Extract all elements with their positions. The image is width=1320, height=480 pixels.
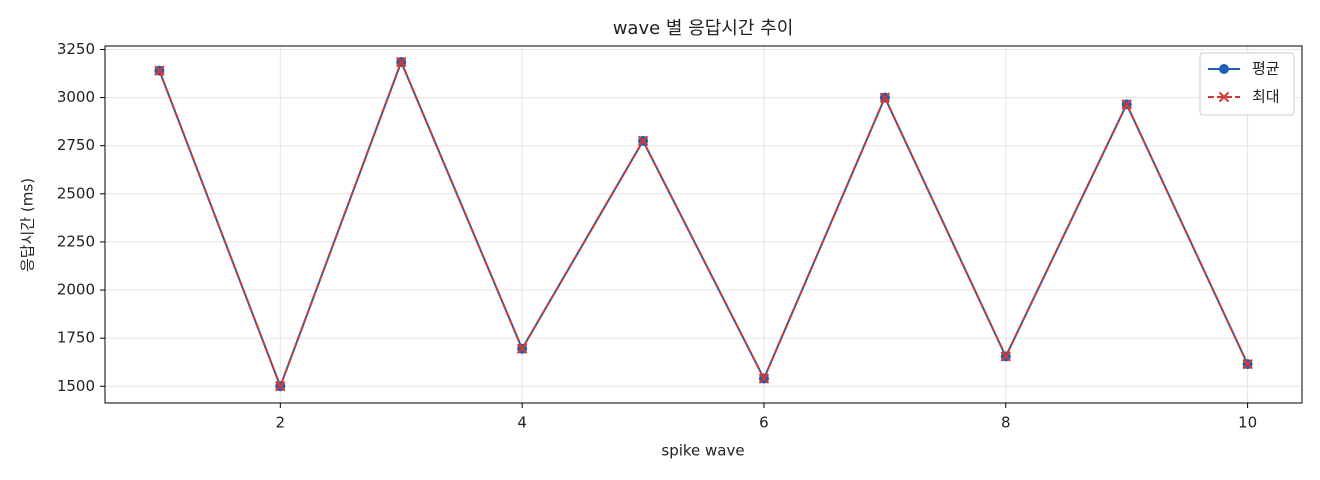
- marker: [1219, 64, 1229, 74]
- y-axis-label: 응답시간 (ms): [19, 178, 37, 272]
- legend-label: 최대: [1252, 88, 1280, 106]
- series-line: [158, 59, 1249, 390]
- y-tick-label: 2000: [57, 281, 95, 299]
- marker: [1242, 358, 1253, 370]
- marker: [1000, 351, 1011, 362]
- marker: [275, 381, 286, 392]
- x-tick-label: 6: [759, 414, 769, 432]
- marker: [637, 135, 649, 147]
- marker: [396, 56, 407, 68]
- marker: [758, 373, 770, 384]
- plot-frame: [104, 45, 1303, 404]
- marker: [1218, 91, 1230, 103]
- y-tick-label: 1500: [57, 377, 95, 395]
- x-tick-label: 2: [276, 414, 286, 432]
- series-line: [158, 59, 1249, 390]
- y-tick-label: 2250: [57, 232, 95, 250]
- y-tick-label: 3000: [57, 88, 95, 106]
- y-tick-label: 1750: [57, 329, 95, 347]
- marker: [1121, 99, 1132, 110]
- y-tick-label: 2750: [57, 136, 95, 154]
- marker: [516, 343, 528, 354]
- x-tick-label: 8: [1001, 414, 1011, 432]
- y-tick-label: 3250: [57, 40, 95, 58]
- chart-title: wave 별 응답시간 추이: [613, 18, 794, 39]
- x-axis-label: spike wave: [661, 442, 744, 460]
- marker: [154, 65, 165, 76]
- legend-box: [1199, 52, 1295, 116]
- marker: [879, 92, 891, 103]
- x-tick-label: 4: [517, 414, 527, 432]
- y-tick-label: 2500: [57, 184, 95, 202]
- x-tick-label: 10: [1238, 414, 1257, 432]
- legend-label: 평균: [1252, 60, 1280, 78]
